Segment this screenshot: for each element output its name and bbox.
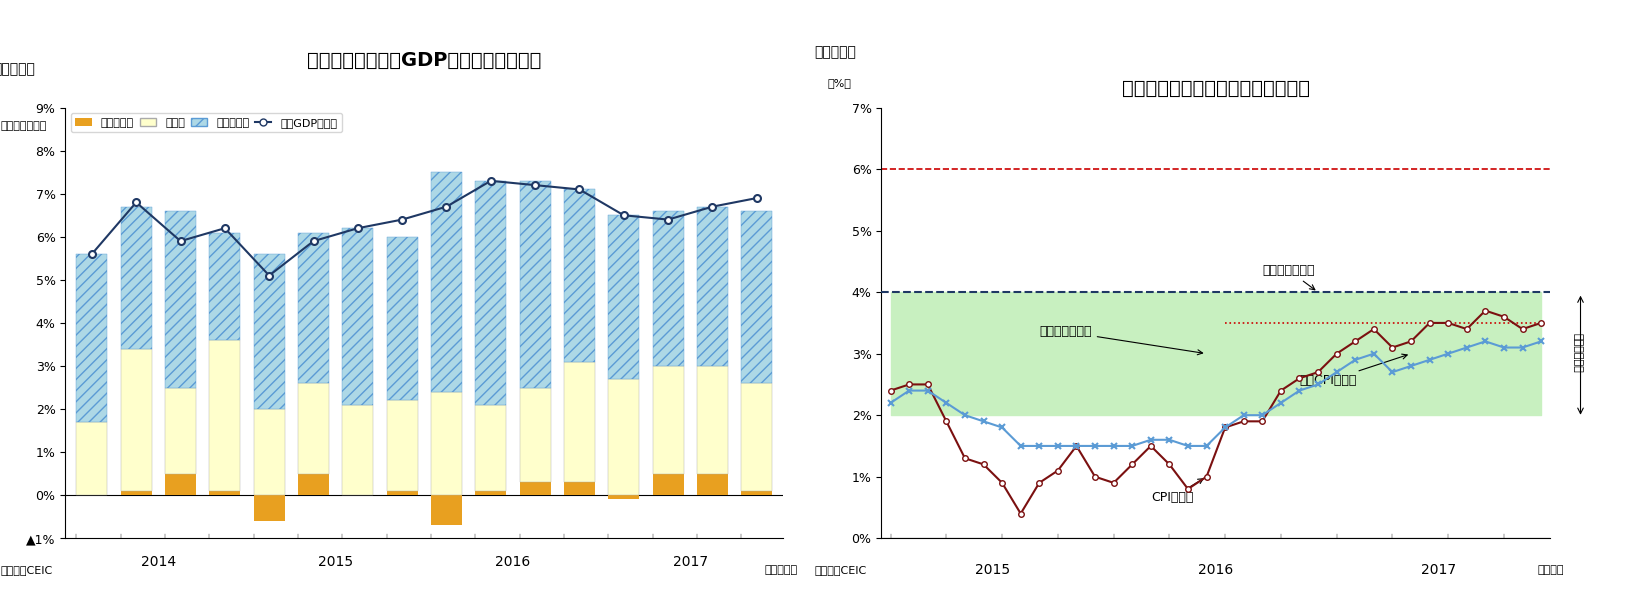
- Text: 2014: 2014: [140, 556, 176, 569]
- Bar: [741, 211, 772, 383]
- Bar: [77, 422, 108, 495]
- Legend: 農林水産業, 鉱工業, サービス業, 実質GDP成長率: 農林水産業, 鉱工業, サービス業, 実質GDP成長率: [70, 113, 341, 132]
- Text: コアCPI上昇率: コアCPI上昇率: [1299, 354, 1407, 388]
- Title: フィリピン　実質GDP成長率（供給側）: フィリピン 実質GDP成長率（供給側）: [307, 51, 542, 70]
- Bar: [609, 495, 640, 499]
- Bar: [343, 405, 374, 495]
- Text: 2016: 2016: [496, 556, 530, 569]
- Text: CPI上昇率: CPI上昇率: [1151, 479, 1203, 504]
- Title: フィリピンのインフレ率と政策金利: フィリピンのインフレ率と政策金利: [1121, 79, 1310, 97]
- Bar: [519, 181, 550, 388]
- Bar: [653, 474, 684, 495]
- Bar: [565, 482, 596, 495]
- Text: 2015: 2015: [976, 563, 1010, 577]
- Bar: [165, 388, 196, 474]
- Bar: [121, 207, 152, 349]
- Bar: [387, 401, 418, 491]
- Text: （図表４）: （図表４）: [814, 45, 857, 59]
- Bar: [697, 207, 728, 366]
- Text: （%）: （%）: [827, 78, 852, 88]
- Bar: [475, 491, 506, 495]
- Bar: [741, 491, 772, 495]
- Bar: [431, 172, 462, 392]
- Bar: [253, 409, 284, 495]
- Bar: [475, 181, 506, 405]
- Bar: [387, 237, 418, 401]
- Text: インフレ目標: インフレ目標: [1572, 333, 1581, 373]
- Bar: [121, 491, 152, 495]
- Bar: [299, 383, 330, 474]
- Bar: [565, 190, 596, 362]
- Text: 2017: 2017: [1421, 563, 1456, 577]
- Bar: [697, 474, 728, 495]
- Bar: [741, 383, 772, 491]
- Bar: [253, 495, 284, 521]
- Bar: [609, 379, 640, 495]
- Bar: [165, 211, 196, 388]
- Bar: [165, 474, 196, 495]
- Bar: [299, 474, 330, 495]
- Bar: [653, 366, 684, 474]
- Bar: [209, 233, 240, 340]
- Text: （資料）CEIC: （資料）CEIC: [0, 565, 52, 575]
- Text: （四半期）: （四半期）: [765, 565, 798, 575]
- Bar: [519, 482, 550, 495]
- Text: （資料）CEIC: （資料）CEIC: [814, 565, 867, 575]
- Text: （図表３）: （図表３）: [0, 62, 36, 76]
- Bar: [565, 362, 596, 482]
- Bar: [519, 388, 550, 482]
- Text: 2017: 2017: [672, 556, 708, 569]
- Text: （月次）: （月次）: [1537, 565, 1563, 575]
- Text: 2015: 2015: [318, 556, 353, 569]
- Bar: [343, 228, 374, 405]
- Text: 2016: 2016: [1198, 563, 1234, 577]
- Bar: [121, 349, 152, 491]
- Bar: [431, 495, 462, 525]
- Bar: [387, 491, 418, 495]
- Bar: [431, 392, 462, 495]
- Bar: [209, 491, 240, 495]
- Text: 翌日物借入金利: 翌日物借入金利: [1040, 325, 1203, 355]
- Bar: [77, 254, 108, 422]
- Bar: [475, 405, 506, 491]
- Bar: [697, 366, 728, 474]
- Bar: [653, 211, 684, 366]
- Bar: [209, 340, 240, 491]
- Bar: [609, 215, 640, 379]
- Text: （前年同期比）: （前年同期比）: [0, 121, 47, 130]
- Bar: [299, 233, 330, 383]
- Bar: [253, 254, 284, 409]
- Text: 翌日物貸出金利: 翌日物貸出金利: [1262, 264, 1315, 290]
